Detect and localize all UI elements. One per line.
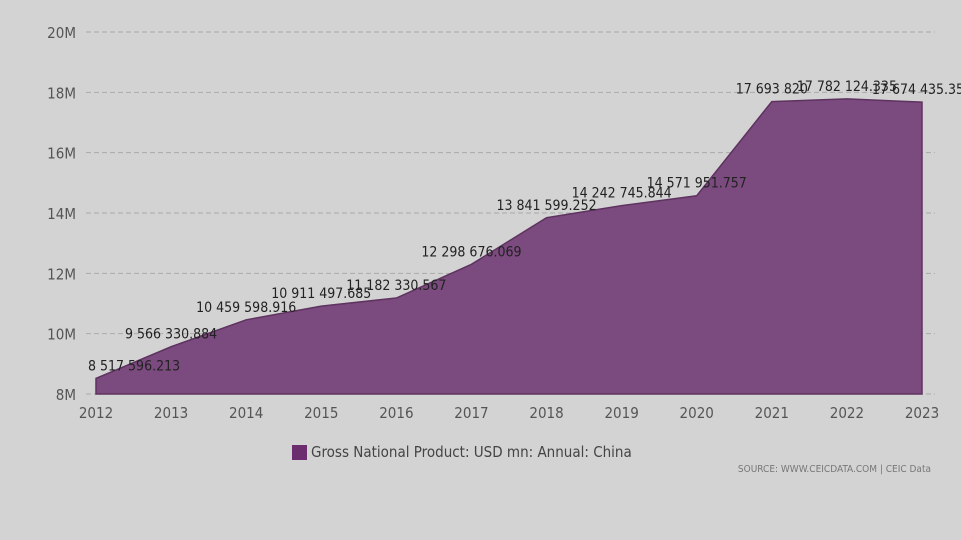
source-note: SOURCE: WWW.CEICDATA.COM | CEIC Data	[737, 464, 931, 475]
x-tick-label: 2020	[680, 404, 714, 422]
y-tick-label: 14M	[47, 205, 76, 223]
data-label: 10 459 598.916	[196, 300, 296, 316]
data-label: 13 841 599.252	[496, 198, 596, 214]
data-label: 14 571 951.757	[647, 176, 747, 192]
data-label: 8 517 596.213	[88, 358, 180, 374]
data-label: 17 693 820	[736, 82, 808, 98]
x-tick-label: 2017	[454, 404, 488, 422]
x-tick-label: 2014	[229, 404, 263, 422]
y-tick-label: 16M	[47, 145, 76, 163]
x-tick-label: 2021	[755, 404, 789, 422]
y-tick-label: 10M	[47, 326, 76, 344]
data-label: 14 242 745.844	[572, 186, 672, 202]
data-label: 10 911 497.685	[271, 286, 371, 302]
x-tick-label: 2016	[379, 404, 413, 422]
legend-label: Gross National Product: USD mn: Annual: …	[311, 443, 632, 461]
x-tick-label: 2023	[905, 404, 939, 422]
data-label: 17 782 124.335	[797, 79, 897, 95]
data-label: 17 674 435.357	[872, 82, 961, 98]
x-tick-label: 2022	[830, 404, 864, 422]
x-tick-label: 2018	[529, 404, 563, 422]
legend-swatch	[292, 444, 307, 460]
data-label: 9 566 330.884	[125, 327, 217, 343]
y-tick-label: 12M	[47, 265, 76, 283]
x-tick-label: 2019	[604, 404, 638, 422]
x-tick-label: 2015	[304, 404, 338, 422]
y-tick-label: 20M	[47, 24, 76, 42]
data-label: 11 182 330.567	[346, 278, 446, 294]
y-tick-label: 18M	[47, 84, 76, 102]
data-label: 12 298 676.069	[421, 244, 521, 260]
x-tick-label: 2012	[79, 404, 113, 422]
legend[interactable]: Gross National Product: USD mn: Annual: …	[292, 443, 632, 461]
y-tick-label: 8M	[56, 386, 76, 404]
x-tick-label: 2013	[154, 404, 188, 422]
